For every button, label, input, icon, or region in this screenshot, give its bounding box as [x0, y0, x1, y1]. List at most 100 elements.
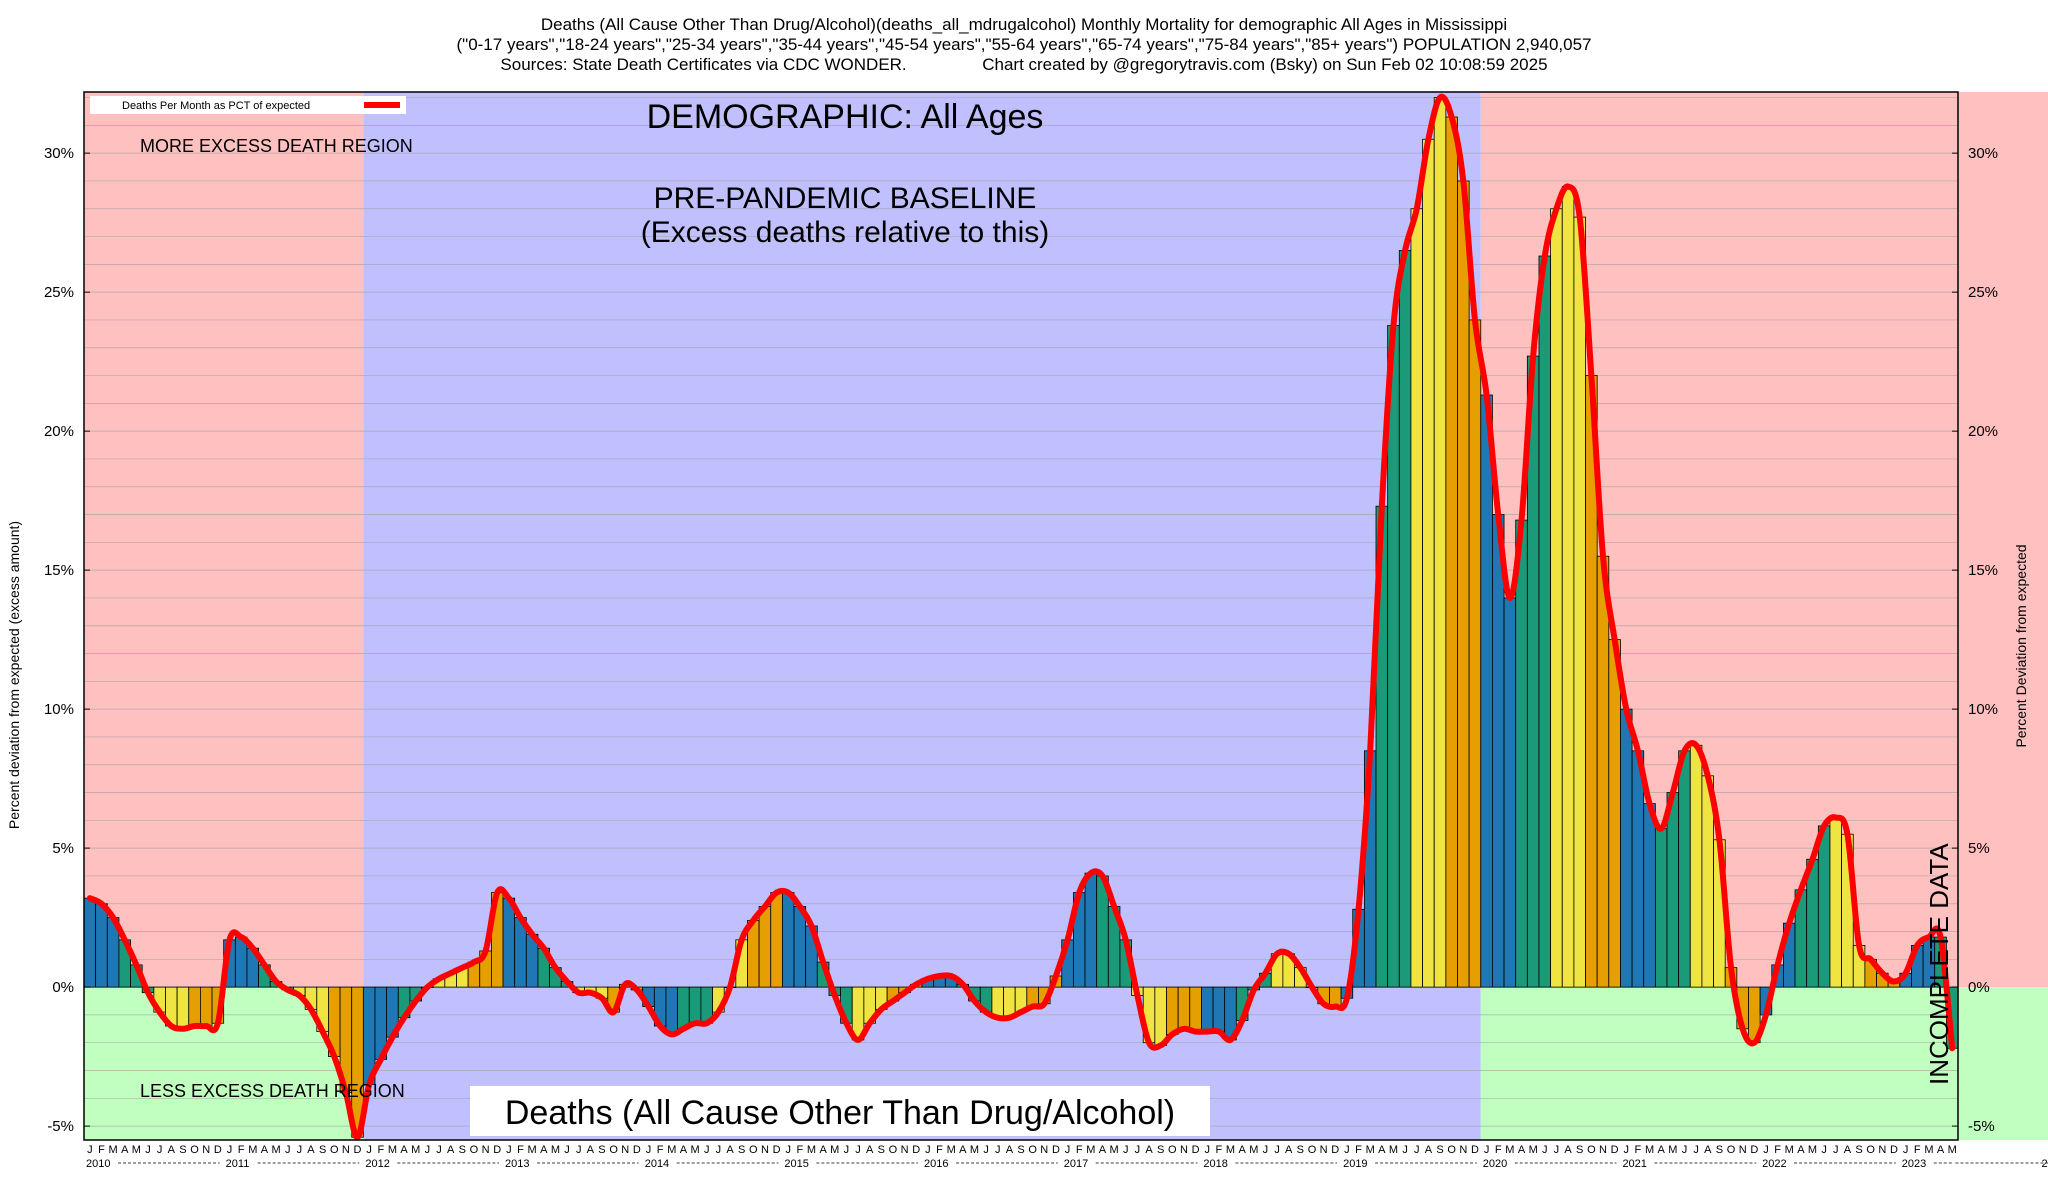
x-month-label: A: [1238, 1144, 1246, 1156]
bar: [1154, 986, 1167, 1046]
x-month-label: J: [1402, 1144, 1408, 1156]
x-month-label: O: [1028, 1144, 1037, 1156]
x-month-label: O: [1447, 1144, 1456, 1156]
chart-title-line-3: Sources: State Death Certificates via CD…: [500, 55, 1547, 74]
x-year-label: 2013: [505, 1158, 529, 1170]
x-month-label: S: [598, 1144, 605, 1156]
less-region-label: LESS EXCESS DEATH REGION: [140, 1081, 405, 1101]
series-line: [86, 93, 1956, 1141]
x-month-label: F: [1216, 1144, 1223, 1156]
bar: [1201, 986, 1214, 1032]
bar: [1689, 744, 1703, 988]
x-month-label: J: [285, 1144, 291, 1156]
x-month-label: D: [1052, 1144, 1060, 1156]
x-month-label: J: [425, 1144, 431, 1156]
x-month-label: O: [889, 1144, 898, 1156]
x-month-label: D: [1331, 1144, 1339, 1156]
x-month-label: J: [564, 1144, 570, 1156]
x-month-label: N: [761, 1144, 769, 1156]
x-month-label: J: [1204, 1144, 1210, 1156]
x-year-label: 2010: [86, 1158, 110, 1170]
x-year-label: 2011: [226, 1158, 250, 1170]
bar: [234, 936, 248, 988]
y-tick-label-right: 0%: [1968, 979, 1990, 996]
x-month-label: F: [517, 1144, 524, 1156]
x-month-label: M: [1924, 1144, 1933, 1156]
x-month-label: O: [330, 1144, 339, 1156]
x-month-label: J: [1065, 1144, 1071, 1156]
x-month-label: J: [983, 1144, 989, 1156]
bar: [1538, 255, 1552, 988]
bottom-title-box: [470, 1086, 1210, 1136]
y-axis-right-title: Percent Deviation from expected: [2013, 544, 2029, 747]
x-month-label: S: [1436, 1144, 1443, 1156]
y-tick-label-right: 25%: [1968, 284, 1998, 301]
plot-frame: [83, 91, 1959, 1141]
x-month-label: J: [716, 1144, 722, 1156]
x-month-label: A: [1658, 1144, 1666, 1156]
x-month-label: O: [190, 1144, 199, 1156]
x-month-label: N: [901, 1144, 909, 1156]
x-year-label: 2012: [365, 1158, 389, 1170]
y-axis-left-title: Percent deviation from expected (excess …: [6, 521, 22, 829]
x-month-label: S: [179, 1144, 186, 1156]
x-month-label: A: [866, 1144, 874, 1156]
bar: [1084, 872, 1098, 988]
x-month-label: D: [912, 1144, 920, 1156]
x-month-label: F: [1914, 1144, 1921, 1156]
x-month-label: F: [1355, 1144, 1362, 1156]
bar: [1422, 138, 1435, 988]
x-month-label: J: [87, 1144, 93, 1156]
bar: [1631, 750, 1645, 988]
x-month-label: S: [1157, 1144, 1164, 1156]
x-month-label: J: [1274, 1144, 1280, 1156]
more-region-label: MORE EXCESS DEATH REGION: [140, 136, 413, 156]
bars: [83, 97, 1959, 1138]
x-month-label: J: [1344, 1144, 1350, 1156]
x-year-label: 2018: [1203, 1158, 1227, 1170]
bottom-title: Deaths (All Cause Other Than Drug/Alcoho…: [505, 1094, 1175, 1132]
bar: [1666, 792, 1680, 988]
x-month-label: M: [807, 1144, 816, 1156]
x-month-label: D: [1192, 1144, 1200, 1156]
x-month-label: J: [1624, 1144, 1630, 1156]
chart-title-line-2: ("0-17 years","18-24 years","25-34 years…: [457, 35, 1592, 54]
bar: [1608, 639, 1621, 988]
bar: [1503, 597, 1517, 988]
x-month-label: F: [1495, 1144, 1502, 1156]
bar: [1561, 186, 1575, 988]
x-month-label: N: [621, 1144, 629, 1156]
x-month-label: D: [1611, 1144, 1619, 1156]
bar: [688, 986, 702, 1024]
bar: [781, 892, 795, 988]
bar: [95, 903, 108, 988]
x-month-label: M: [271, 1144, 280, 1156]
x-month-label: M: [388, 1144, 397, 1156]
incomplete-data-label: INCOMPLETE DATA: [1924, 843, 1954, 1085]
x-month-label: M: [109, 1144, 118, 1156]
x-month-label: O: [1168, 1144, 1177, 1156]
x-month-label: J: [1903, 1144, 1909, 1156]
x-month-label: J: [785, 1144, 791, 1156]
x-month-label: A: [1797, 1144, 1805, 1156]
legend-box: [90, 96, 406, 114]
bar: [83, 897, 97, 988]
y-tick-label-right: 5%: [1968, 840, 1990, 857]
x-month-label: N: [1040, 1144, 1048, 1156]
x-month-label: A: [587, 1144, 595, 1156]
x-month-label: A: [819, 1144, 827, 1156]
x-month-label: M: [970, 1144, 979, 1156]
x-month-label: F: [657, 1144, 664, 1156]
x-month-label: J: [1263, 1144, 1269, 1156]
x-month-label: A: [1285, 1144, 1293, 1156]
x-month-label: J: [157, 1144, 163, 1156]
x-month-label: S: [1017, 1144, 1024, 1156]
bar: [1817, 825, 1831, 988]
x-month-label: J: [1763, 1144, 1769, 1156]
x-month-label: A: [726, 1144, 734, 1156]
x-year-label: 2022: [1762, 1158, 1786, 1170]
bar: [1457, 180, 1470, 988]
bar: [677, 986, 690, 1030]
